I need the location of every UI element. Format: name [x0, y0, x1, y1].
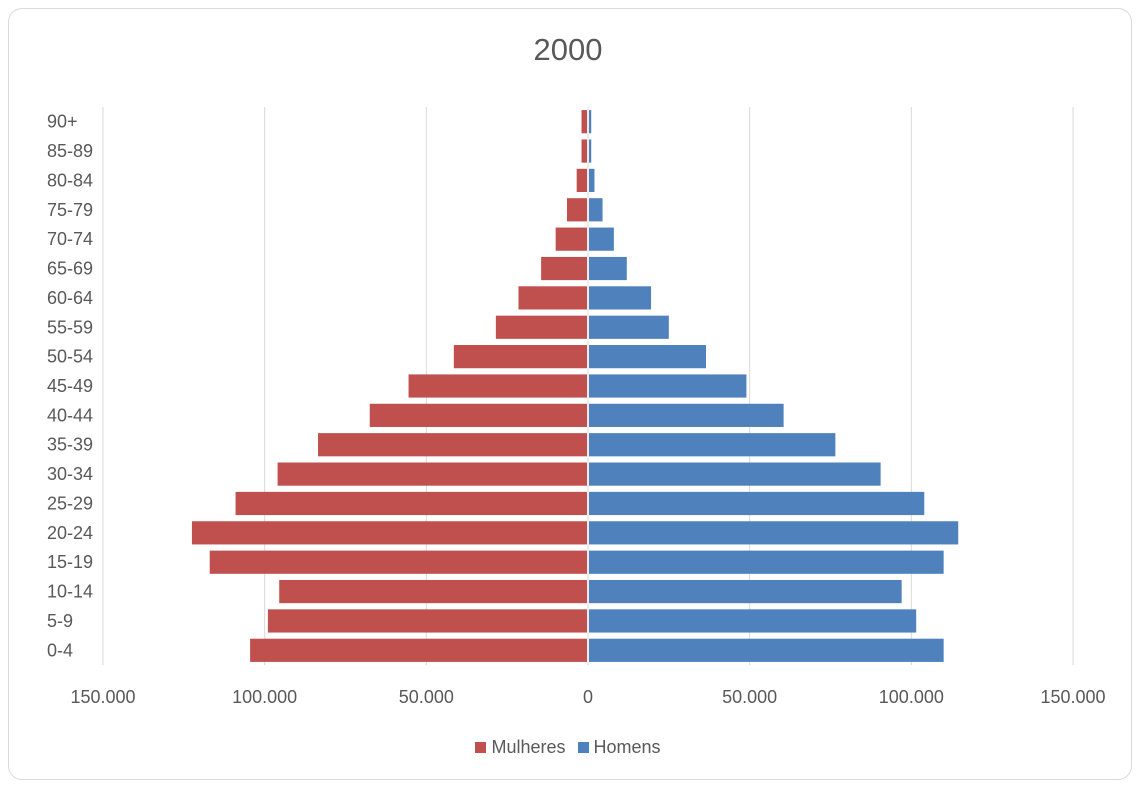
- bar-homens-15-19: [589, 550, 944, 574]
- category-label: 20-24: [47, 523, 93, 543]
- legend-swatch-mulheres: [475, 742, 487, 753]
- category-label: 40-44: [47, 405, 93, 425]
- bar-mulheres-45-49: [408, 374, 587, 398]
- bar-mulheres-50-54: [453, 345, 587, 369]
- x-tick-label: 150.000: [70, 687, 135, 707]
- legend-item-homens: Homens: [577, 737, 661, 758]
- x-tick-label: 100.000: [232, 687, 297, 707]
- bar-homens-40-44: [589, 403, 784, 427]
- category-label: 85-89: [47, 141, 93, 161]
- bar-homens-35-39: [589, 433, 836, 457]
- x-tick-label: 150.000: [1040, 687, 1105, 707]
- x-tick-label: 50.000: [399, 687, 454, 707]
- bar-mulheres-60-64: [518, 286, 587, 310]
- category-label: 50-54: [47, 347, 93, 367]
- category-label: 30-34: [47, 464, 93, 484]
- category-label: 5-9: [47, 611, 73, 631]
- bar-homens-0-4: [589, 638, 944, 662]
- bar-homens-60-64: [589, 286, 652, 310]
- bar-mulheres-5-9: [267, 609, 587, 633]
- bar-mulheres-20-24: [191, 521, 587, 545]
- category-label: 75-79: [47, 200, 93, 220]
- category-label: 80-84: [47, 170, 93, 190]
- bar-homens-5-9: [589, 609, 917, 633]
- x-tick-label: 0: [583, 687, 593, 707]
- bar-homens-30-34: [589, 462, 881, 486]
- bar-homens-10-14: [589, 579, 902, 604]
- category-label: 15-19: [47, 552, 93, 572]
- bar-homens-25-29: [589, 491, 925, 516]
- bar-homens-90+: [589, 110, 592, 134]
- category-label: 25-29: [47, 493, 93, 513]
- category-label: 35-39: [47, 435, 93, 455]
- bar-mulheres-10-14: [279, 579, 587, 604]
- bar-homens-70-74: [589, 227, 614, 251]
- bar-mulheres-25-29: [235, 491, 588, 516]
- bar-homens-50-54: [589, 345, 707, 369]
- bar-homens-55-59: [589, 315, 669, 339]
- bar-mulheres-65-69: [541, 256, 587, 281]
- bar-homens-45-49: [589, 374, 747, 398]
- bar-mulheres-15-19: [209, 550, 587, 574]
- bar-mulheres-0-4: [250, 638, 587, 662]
- bar-homens-75-79: [589, 198, 603, 222]
- x-tick-label: 50.000: [722, 687, 777, 707]
- category-label: 45-49: [47, 376, 93, 396]
- bar-mulheres-40-44: [369, 403, 587, 427]
- category-label: 55-59: [47, 317, 93, 337]
- legend: Mulheres Homens: [0, 737, 1136, 758]
- bar-mulheres-35-39: [318, 433, 587, 457]
- category-label: 65-69: [47, 259, 93, 279]
- legend-label-homens: Homens: [593, 737, 661, 757]
- bar-mulheres-75-79: [566, 198, 587, 222]
- bar-mulheres-30-34: [277, 462, 587, 486]
- x-tick-label: 100.000: [879, 687, 944, 707]
- category-label: 60-64: [47, 288, 93, 308]
- legend-swatch-homens: [577, 742, 589, 753]
- category-label: 0-4: [47, 640, 73, 660]
- bar-mulheres-85-89: [581, 139, 587, 163]
- bar-mulheres-80-84: [576, 168, 587, 193]
- category-label: 90+: [47, 112, 78, 132]
- bar-mulheres-70-74: [555, 227, 587, 251]
- legend-item-mulheres: Mulheres: [475, 737, 566, 758]
- bar-homens-20-24: [589, 521, 959, 545]
- bar-homens-65-69: [589, 256, 627, 281]
- category-label: 70-74: [47, 229, 93, 249]
- category-label: 10-14: [47, 582, 93, 602]
- bar-homens-85-89: [589, 139, 592, 163]
- chart-title: 2000: [533, 32, 603, 67]
- bar-mulheres-55-59: [495, 315, 587, 339]
- bar-mulheres-90+: [581, 110, 587, 134]
- bar-homens-80-84: [589, 168, 595, 193]
- legend-label-mulheres: Mulheres: [491, 737, 566, 757]
